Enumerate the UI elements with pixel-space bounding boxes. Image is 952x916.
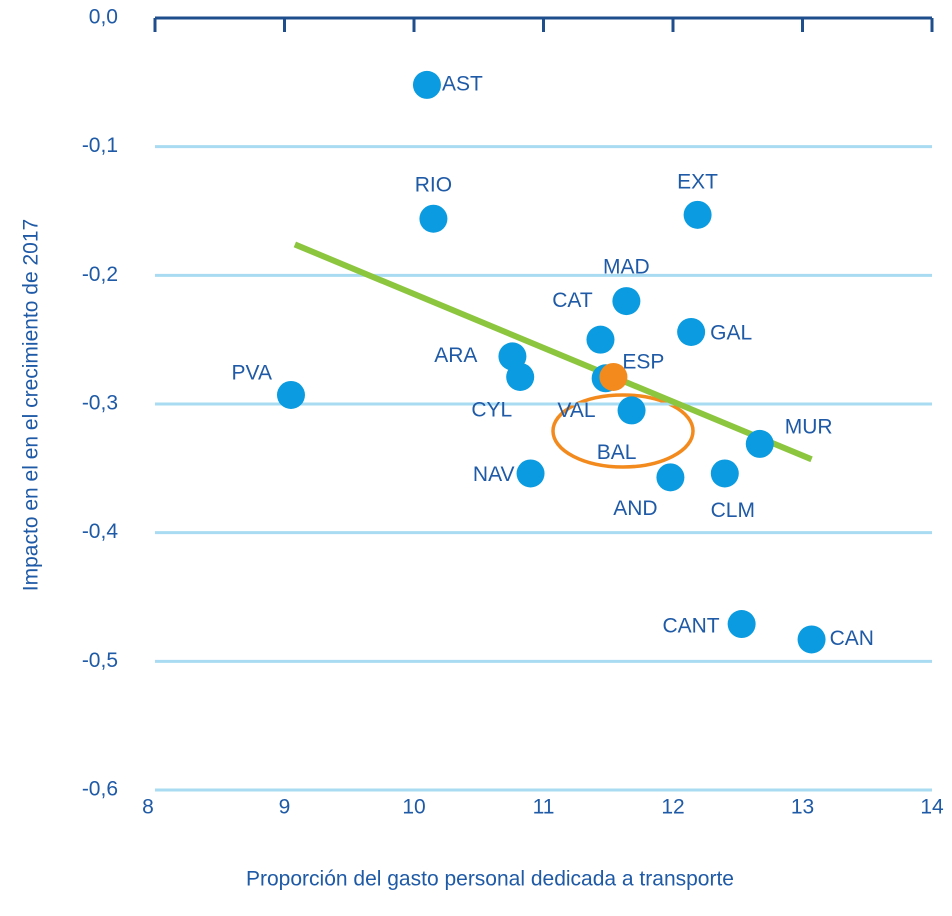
point-label: ARA <box>434 344 477 367</box>
point-label: PVA <box>232 362 272 385</box>
point-label: CLM <box>711 499 755 522</box>
point-label: CAT <box>552 289 593 312</box>
y-tick-label: -0,3 <box>82 392 118 415</box>
point-label: AND <box>613 497 657 520</box>
point-label: ESP <box>622 351 664 374</box>
point <box>683 200 712 229</box>
point-label: CANT <box>662 615 719 638</box>
point <box>797 625 826 654</box>
point-label: NAV <box>473 463 515 486</box>
x-tick-label: 13 <box>791 796 814 819</box>
x-tick-label: 12 <box>661 796 684 819</box>
point <box>677 317 706 346</box>
point-label: AST <box>442 72 483 95</box>
y-tick-label: -0,4 <box>82 520 119 543</box>
y-axis-title: Impacto en el en el crecimiento de 2017 <box>20 219 43 591</box>
x-tick-label: 14 <box>920 796 944 819</box>
y-tick-label: -0,1 <box>82 134 118 157</box>
x-tick-label: 8 <box>142 796 154 819</box>
point-label: RIO <box>415 173 452 196</box>
point <box>745 429 774 458</box>
point <box>276 380 305 409</box>
point <box>586 325 615 354</box>
point <box>617 396 646 425</box>
point-label: MAD <box>603 256 650 279</box>
point-label: MUR <box>785 415 833 438</box>
y-tick-label: -0,2 <box>82 263 118 286</box>
point <box>412 70 441 99</box>
point <box>506 362 535 391</box>
point-label: VAL <box>557 399 595 422</box>
point <box>656 463 685 492</box>
point-label: EXT <box>677 170 718 193</box>
y-tick-label: -0,5 <box>82 649 118 672</box>
point-label: GAL <box>710 321 752 344</box>
point <box>599 362 628 391</box>
x-tick-label: 10 <box>402 796 425 819</box>
x-tick-label: 11 <box>533 796 555 819</box>
point <box>612 287 641 316</box>
trendline <box>293 241 813 463</box>
point <box>727 610 756 639</box>
point <box>516 459 545 488</box>
y-tick-label: -0,6 <box>82 778 118 801</box>
point <box>710 459 739 488</box>
highlight-ellipse <box>551 393 695 469</box>
point <box>419 204 448 233</box>
y-tick-label: 0,0 <box>89 6 118 29</box>
x-tick-label: 9 <box>279 796 291 819</box>
point-label: CYL <box>471 399 512 422</box>
x-axis-title: Proporción del gasto personal dedicada a… <box>246 868 734 891</box>
point-label: BAL <box>597 441 637 464</box>
point-label: CAN <box>830 627 874 650</box>
